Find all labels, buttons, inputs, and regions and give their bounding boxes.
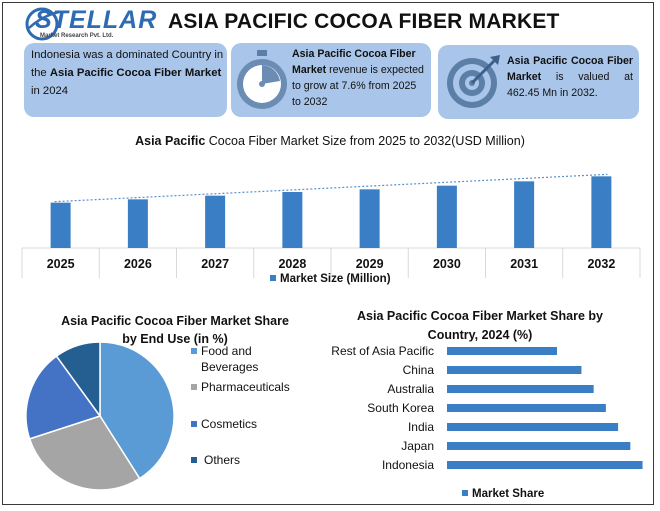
country-chart-title: Asia Pacific Cocoa Fiber Market Share by… xyxy=(330,307,630,345)
pie-legend-item: Others xyxy=(191,452,240,468)
legend-swatch xyxy=(270,275,276,281)
legend-label: Pharmaceuticals xyxy=(201,380,290,394)
trendline xyxy=(54,173,608,203)
legend-label: Market Size (Million) xyxy=(280,273,391,285)
pie-legend-item: Food and Beverages xyxy=(191,343,258,375)
globe-icon xyxy=(25,7,60,41)
bar-2031 xyxy=(514,181,535,248)
y-tick-label: South Korea xyxy=(367,401,434,415)
x-tick-label: 2030 xyxy=(433,257,461,271)
y-tick-label: China xyxy=(403,363,435,377)
pie-slice-pharmaceuticals xyxy=(28,415,141,491)
logo-text: STELLAR xyxy=(35,6,158,34)
hbar-australia xyxy=(447,385,594,393)
legend-swatch xyxy=(191,421,197,427)
y-tick-label: Rest of Asia Pacific xyxy=(331,344,434,358)
bar-2026 xyxy=(127,199,148,248)
card-text-bold: Asia Pacific Cocoa Fiber Market xyxy=(49,67,222,79)
hbar-south-korea xyxy=(447,404,606,412)
country-chart-title-line1: Asia Pacific Cocoa Fiber Market Share by xyxy=(357,309,603,323)
y-tick-label: India xyxy=(408,420,434,434)
country-share-bar-chart: Rest of Asia Pacific China Australia South … xyxy=(331,344,643,500)
card-text-pre: Indonesia was a dominated Country in the xyxy=(31,49,224,79)
info-card-dominant-country: Indonesia was a dominated Country in the… xyxy=(24,43,227,117)
card-text-post: in 2024 xyxy=(31,85,69,97)
card-text-post: is valued at 462.45 Mn in 2032. xyxy=(507,71,633,99)
pie-slice-cosmetics xyxy=(25,355,102,440)
pie-legend-item: Cosmetics xyxy=(191,416,257,432)
legend-swatch xyxy=(191,457,197,463)
stopwatch-icon xyxy=(237,50,287,109)
card-text-bold: Asia Pacific Cocoa Fiber Market xyxy=(292,48,416,76)
x-tick-label: 2032 xyxy=(587,257,615,271)
legend-swatch xyxy=(191,384,197,390)
pie-slice-others xyxy=(55,341,101,419)
card-text-bold: Asia Pacific Cocoa Fiber Market xyxy=(507,55,633,83)
x-tick-label: 2025 xyxy=(47,257,75,271)
target-icon xyxy=(447,55,500,108)
info-card-growth: Asia Pacific Cocoa Fiber Market revenue … xyxy=(231,43,431,117)
hbar-china xyxy=(447,366,582,374)
page-title: ASIA PACIFIC COCOA FIBER MARKET xyxy=(168,10,560,33)
info-card-value: Asia Pacific Cocoa Fiber Market is value… xyxy=(438,45,639,119)
end-use-pie-chart xyxy=(25,341,175,491)
country-chart-title-line2: Country, 2024 (%) xyxy=(427,328,533,342)
bar-chart-title-rest: Cocoa Fiber Market Size from 2025 to 203… xyxy=(205,134,525,148)
bar-chart-title-bold: Asia Pacific xyxy=(135,134,206,148)
card-text-post: revenue is expected to grow at 7.6% from… xyxy=(292,64,424,108)
market-size-bar-chart: 2025 2026 2027 2028 2029 2030 2031 2032 Market S… xyxy=(21,173,641,285)
legend-label: Cosmetics xyxy=(201,417,258,431)
x-tick-label: 2031 xyxy=(510,257,538,271)
pie-chart-title: Asia Pacific Cocoa Fiber Market Share by… xyxy=(30,312,320,348)
legend-label: Market Share xyxy=(472,488,544,500)
hbar-rest-of-asia-pacific xyxy=(447,347,557,355)
bar-chart-title: Asia Pacific Cocoa Fiber Market Size fro… xyxy=(0,134,660,148)
legend-swatch xyxy=(462,490,468,496)
pie-legend-item: Pharmaceuticals xyxy=(191,379,290,395)
x-tick-label: 2026 xyxy=(124,257,152,271)
hbar-japan xyxy=(447,442,631,450)
bar-2025 xyxy=(50,202,71,248)
bar-2030 xyxy=(436,185,457,248)
hbar-indonesia xyxy=(447,461,643,469)
bar-2028 xyxy=(282,192,303,248)
hbar-india xyxy=(447,423,619,431)
legend-label: Others xyxy=(204,453,241,467)
x-tick-label: 2028 xyxy=(278,257,306,271)
bar-2032 xyxy=(591,176,612,248)
y-tick-label: Australia xyxy=(387,382,434,396)
x-tick-label: 2029 xyxy=(356,257,384,271)
y-tick-label: Indonesia xyxy=(382,458,434,472)
legend-swatch xyxy=(191,348,197,354)
y-tick-label: Japan xyxy=(401,439,434,453)
bar-2029 xyxy=(359,189,380,248)
logo-subtitle: Market Research Pvt. Ltd. xyxy=(40,33,114,39)
legend-label: Beverages xyxy=(201,360,259,374)
pie-chart-title-line1: Asia Pacific Cocoa Fiber Market Share xyxy=(61,314,289,328)
legend-label: Food and xyxy=(201,344,252,358)
pie-chart-title-line2: by End Use (in %) xyxy=(122,332,228,346)
x-tick-label: 2027 xyxy=(201,257,229,271)
bar-2027 xyxy=(205,195,226,248)
